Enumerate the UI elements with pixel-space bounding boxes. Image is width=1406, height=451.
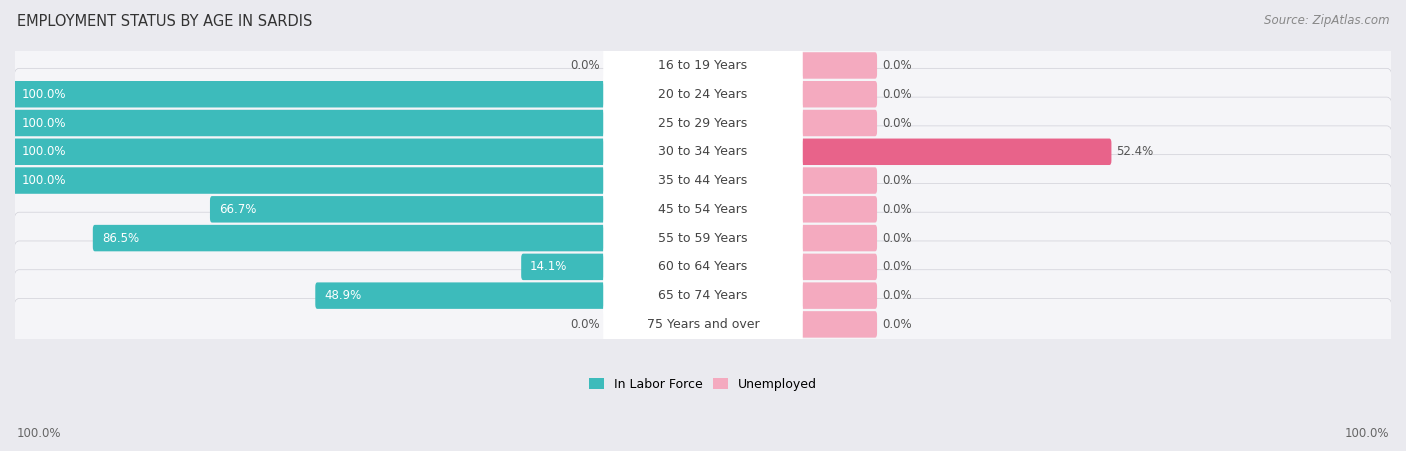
FancyBboxPatch shape: [797, 167, 877, 194]
FancyBboxPatch shape: [603, 73, 803, 115]
Text: 45 to 54 Years: 45 to 54 Years: [658, 203, 748, 216]
Text: 0.0%: 0.0%: [882, 260, 911, 273]
FancyBboxPatch shape: [797, 110, 877, 136]
Text: 0.0%: 0.0%: [882, 174, 911, 187]
Text: 0.0%: 0.0%: [882, 88, 911, 101]
Text: 30 to 34 Years: 30 to 34 Years: [658, 145, 748, 158]
FancyBboxPatch shape: [13, 138, 609, 165]
Text: 66.7%: 66.7%: [219, 203, 256, 216]
Text: 86.5%: 86.5%: [101, 232, 139, 244]
Text: 60 to 64 Years: 60 to 64 Years: [658, 260, 748, 273]
FancyBboxPatch shape: [13, 81, 609, 107]
Text: 0.0%: 0.0%: [882, 59, 911, 72]
FancyBboxPatch shape: [14, 241, 1392, 293]
FancyBboxPatch shape: [797, 225, 877, 251]
FancyBboxPatch shape: [797, 196, 877, 222]
FancyBboxPatch shape: [315, 282, 609, 309]
Text: 65 to 74 Years: 65 to 74 Years: [658, 289, 748, 302]
Legend: In Labor Force, Unemployed: In Labor Force, Unemployed: [583, 373, 823, 396]
FancyBboxPatch shape: [603, 45, 803, 87]
FancyBboxPatch shape: [603, 160, 803, 202]
FancyBboxPatch shape: [14, 270, 1392, 322]
Text: 100.0%: 100.0%: [22, 145, 66, 158]
Text: 0.0%: 0.0%: [882, 232, 911, 244]
FancyBboxPatch shape: [14, 155, 1392, 207]
Text: 100.0%: 100.0%: [22, 88, 66, 101]
FancyBboxPatch shape: [603, 304, 803, 345]
FancyBboxPatch shape: [797, 253, 877, 280]
Text: 14.1%: 14.1%: [530, 260, 568, 273]
Text: 0.0%: 0.0%: [882, 318, 911, 331]
FancyBboxPatch shape: [797, 282, 877, 309]
FancyBboxPatch shape: [14, 299, 1392, 350]
Text: 55 to 59 Years: 55 to 59 Years: [658, 232, 748, 244]
FancyBboxPatch shape: [14, 40, 1392, 92]
Text: 0.0%: 0.0%: [882, 289, 911, 302]
FancyBboxPatch shape: [603, 102, 803, 144]
FancyBboxPatch shape: [14, 69, 1392, 120]
FancyBboxPatch shape: [797, 138, 1111, 165]
FancyBboxPatch shape: [797, 81, 877, 107]
FancyBboxPatch shape: [603, 246, 803, 288]
Text: 75 Years and over: 75 Years and over: [647, 318, 759, 331]
FancyBboxPatch shape: [14, 126, 1392, 178]
FancyBboxPatch shape: [603, 131, 803, 173]
Text: 16 to 19 Years: 16 to 19 Years: [658, 59, 748, 72]
Text: Source: ZipAtlas.com: Source: ZipAtlas.com: [1264, 14, 1389, 27]
Text: 0.0%: 0.0%: [882, 203, 911, 216]
Text: EMPLOYMENT STATUS BY AGE IN SARDIS: EMPLOYMENT STATUS BY AGE IN SARDIS: [17, 14, 312, 28]
FancyBboxPatch shape: [603, 275, 803, 317]
FancyBboxPatch shape: [603, 217, 803, 259]
FancyBboxPatch shape: [13, 110, 609, 136]
Text: 20 to 24 Years: 20 to 24 Years: [658, 88, 748, 101]
FancyBboxPatch shape: [13, 167, 609, 194]
Text: 35 to 44 Years: 35 to 44 Years: [658, 174, 748, 187]
Text: 0.0%: 0.0%: [882, 116, 911, 129]
Text: 48.9%: 48.9%: [325, 289, 361, 302]
Text: 0.0%: 0.0%: [571, 318, 600, 331]
FancyBboxPatch shape: [14, 212, 1392, 264]
FancyBboxPatch shape: [14, 184, 1392, 235]
Text: 52.4%: 52.4%: [1116, 145, 1153, 158]
Text: 100.0%: 100.0%: [22, 116, 66, 129]
FancyBboxPatch shape: [797, 311, 877, 338]
FancyBboxPatch shape: [797, 52, 877, 79]
FancyBboxPatch shape: [209, 196, 609, 222]
FancyBboxPatch shape: [14, 97, 1392, 149]
Text: 0.0%: 0.0%: [571, 59, 600, 72]
Text: 25 to 29 Years: 25 to 29 Years: [658, 116, 748, 129]
FancyBboxPatch shape: [93, 225, 609, 251]
FancyBboxPatch shape: [522, 253, 609, 280]
Text: 100.0%: 100.0%: [1344, 427, 1389, 440]
Text: 100.0%: 100.0%: [17, 427, 62, 440]
Text: 100.0%: 100.0%: [22, 174, 66, 187]
FancyBboxPatch shape: [603, 189, 803, 230]
